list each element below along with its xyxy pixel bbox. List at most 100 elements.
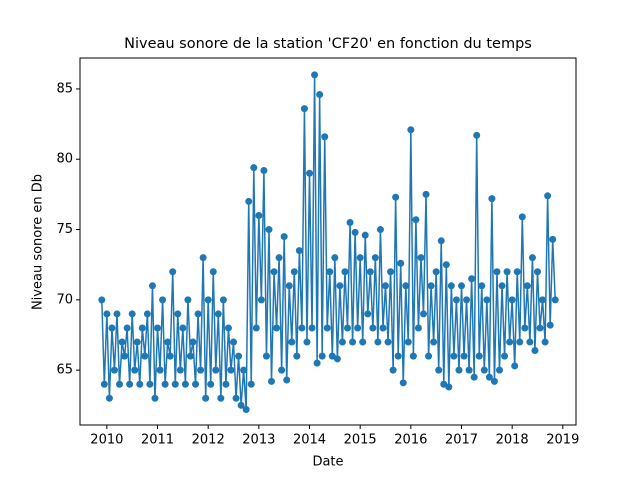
data-point [179,324,187,332]
data-point [138,324,146,332]
plot-frame [79,57,577,426]
data-point [430,338,438,346]
x-tick-label: 2011 [141,433,174,448]
data-point [113,310,121,318]
data-point [354,324,362,332]
data-point [490,377,498,385]
x-tick-label: 2010 [90,433,123,448]
data-point [143,310,151,318]
data-point [202,394,210,402]
x-tick-label: 2016 [394,433,427,448]
data-point [341,268,349,276]
data-point [463,296,471,304]
data-point [110,366,118,374]
data-point [450,352,458,360]
data-point [283,376,291,384]
x-axis-label: Date [312,455,343,470]
data-point [290,268,298,276]
data-point [549,235,557,243]
data-point [245,197,253,205]
data-point [250,164,258,172]
data-point [349,338,357,346]
data-point [242,406,250,414]
data-point [270,268,278,276]
x-tick-label: 2017 [445,433,478,448]
data-point [278,366,286,374]
data-point [356,254,364,262]
data-point [536,324,544,332]
data-point [427,282,435,290]
data-point [397,259,405,267]
data-point [313,359,321,367]
data-point [409,352,417,360]
data-point [414,324,422,332]
data-point [359,338,367,346]
data-point [528,254,536,262]
data-point [402,282,410,290]
data-point [336,282,344,290]
data-point [369,324,377,332]
data-point [141,352,149,360]
data-point [247,380,255,388]
x-tick-label: 2013 [242,433,275,448]
data-point [265,226,273,234]
data-point [169,268,177,276]
data-point [435,366,443,374]
data-point [285,282,293,290]
data-point [437,237,445,245]
data-point [389,366,397,374]
data-point [518,213,526,221]
data-point [232,394,240,402]
data-point [222,380,230,388]
data-point [344,324,352,332]
data-point [523,282,531,290]
data-point [323,324,331,332]
data-point [128,310,136,318]
data-point [237,401,245,409]
data-point [105,394,113,402]
data-point [420,310,428,318]
data-point [425,352,433,360]
data-point [280,233,288,241]
data-point [300,105,308,113]
x-tick-label: 2018 [496,433,529,448]
data-point [209,268,217,276]
data-point [230,338,238,346]
data-line [101,74,556,410]
data-point [495,366,503,374]
data-point [184,296,192,304]
data-point [498,282,506,290]
data-point [288,338,296,346]
data-point [148,282,156,290]
data-point [316,91,324,99]
data-point [506,338,514,346]
data-point [445,383,453,391]
y-tick-label: 70 [56,292,73,307]
data-point [417,254,425,262]
data-point [100,380,108,388]
data-point [156,366,164,374]
data-point [531,346,539,354]
data-point [108,324,116,332]
data-point [371,254,379,262]
data-point [121,352,129,360]
data-point [478,282,486,290]
data-point [526,338,534,346]
data-point [361,231,369,239]
data-point [551,296,559,304]
data-point [521,324,529,332]
data-point [382,282,390,290]
y-tick-label: 65 [56,363,73,378]
data-point [214,310,222,318]
data-point [503,268,511,276]
data-point [212,366,220,374]
data-point [181,380,189,388]
data-point [338,338,346,346]
data-point [364,310,372,318]
data-point [118,338,126,346]
data-point [98,296,106,304]
data-point [116,380,124,388]
data-point [457,282,465,290]
data-point [123,324,131,332]
